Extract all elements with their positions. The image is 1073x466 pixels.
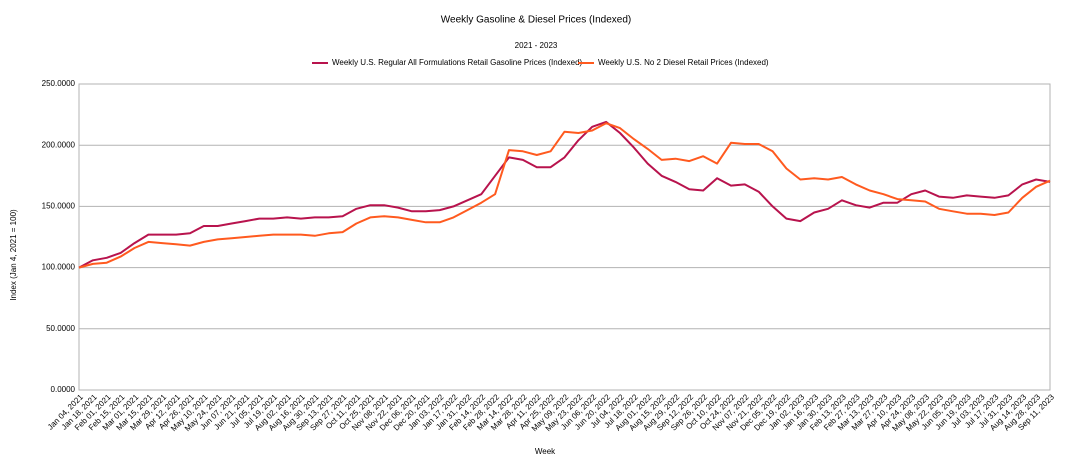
chart-subtitle: 2021 - 2023 — [515, 41, 558, 50]
legend-label: Weekly U.S. No 2 Diesel Retail Prices (I… — [598, 58, 769, 67]
y-tick-label: 200.0000 — [42, 140, 76, 149]
series-line — [78, 122, 1051, 269]
chart-title: Weekly Gasoline & Diesel Prices (Indexed… — [441, 15, 631, 26]
y-tick-label: 0.0000 — [51, 385, 76, 394]
series-line — [78, 120, 1051, 269]
legend-label: Weekly U.S. Regular All Formulations Ret… — [332, 58, 583, 67]
y-tick-label: 100.0000 — [42, 263, 76, 272]
plot-border — [78, 83, 1051, 391]
y-axis-label: Index (Jan 4, 2021 = 100) — [9, 209, 18, 301]
y-tick-label: 50.0000 — [46, 324, 75, 333]
y-tick-label: 250.0000 — [42, 79, 76, 88]
y-tick-label: 150.0000 — [42, 202, 76, 211]
x-axis-label: Week — [535, 447, 556, 456]
